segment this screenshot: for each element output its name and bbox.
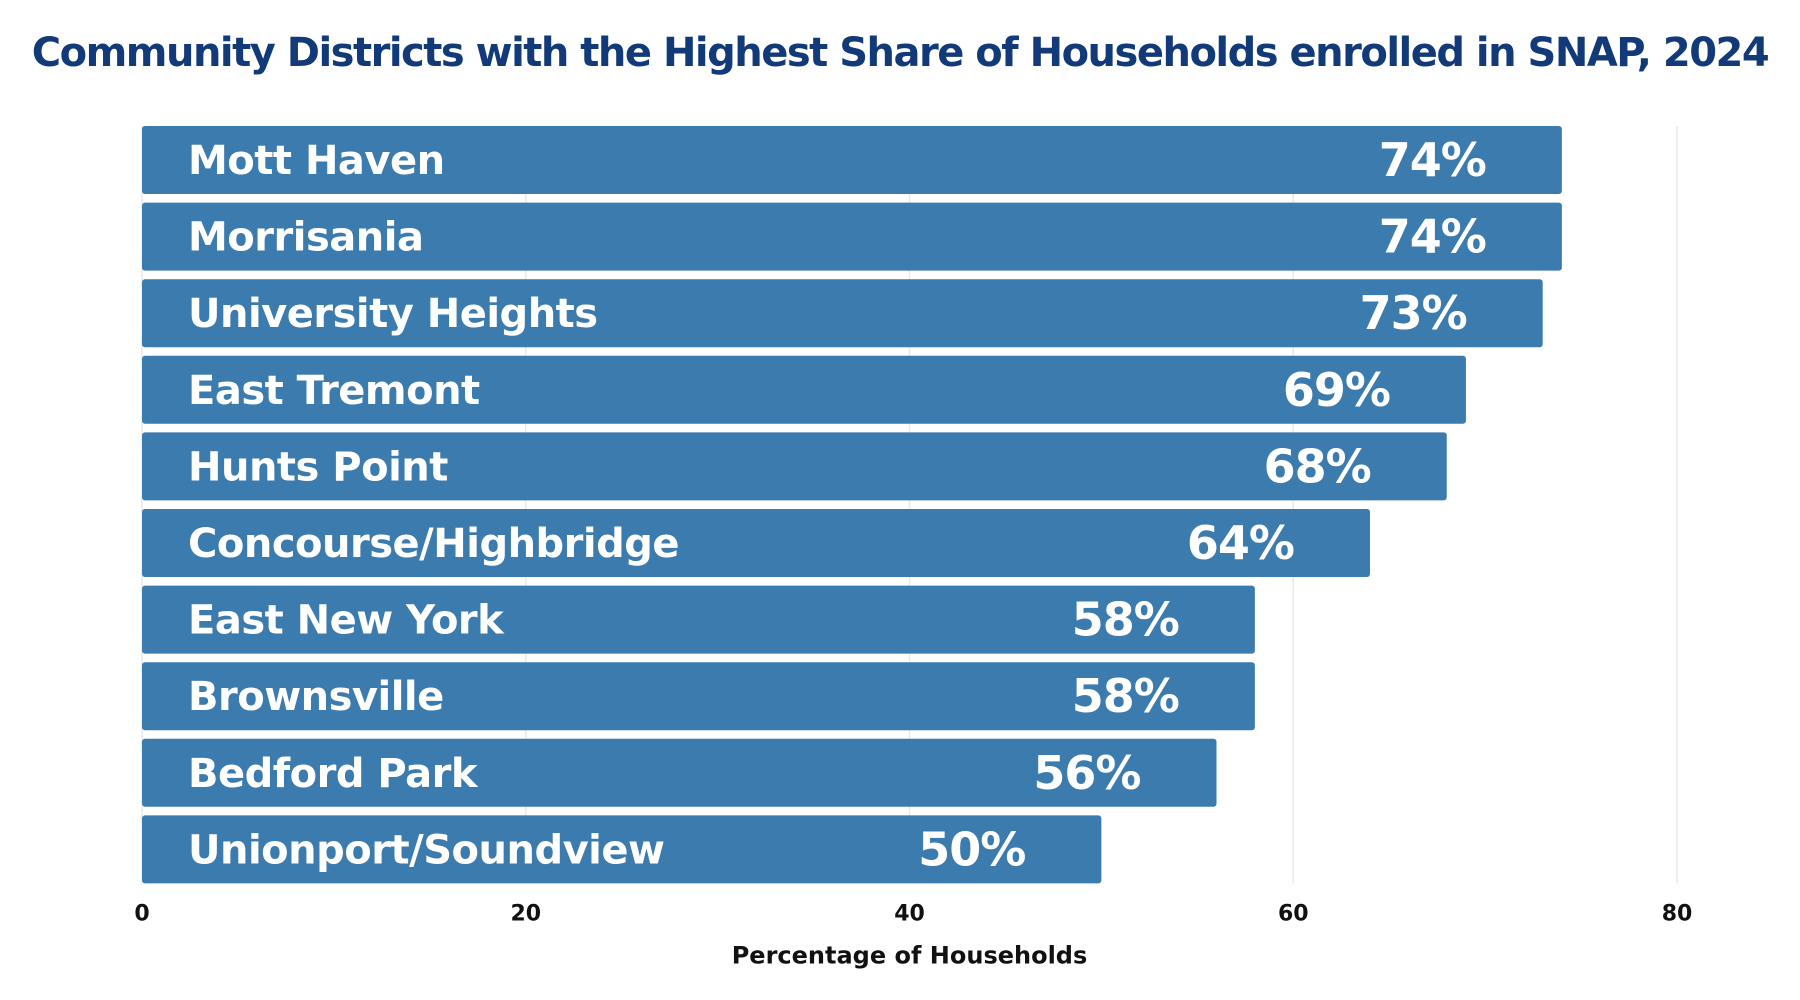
x-tick-label: 0 — [134, 901, 149, 926]
bar-category-label: Mott Haven — [188, 138, 445, 184]
x-tick-label: 80 — [1662, 901, 1693, 926]
bar-category-label: Unionport/Soundview — [188, 827, 664, 873]
bar-value-label: 68% — [1264, 439, 1371, 493]
bar-category-label: Concourse/Highbridge — [188, 521, 679, 567]
bar-value-label: 58% — [1072, 669, 1179, 723]
bar — [142, 202, 1562, 271]
bar-value-label: 64% — [1187, 516, 1294, 570]
x-tick-label: 40 — [894, 901, 925, 926]
bar — [142, 355, 1466, 424]
chart-title: Community Districts with the Highest Sha… — [31, 30, 1770, 76]
x-tick-label: 60 — [1278, 901, 1309, 926]
bar-category-label: University Heights — [188, 291, 598, 337]
bars: Mott Haven 74% Morrisania 74% University Hei… — [142, 126, 1562, 884]
bar — [142, 662, 1255, 731]
bar-category-label: Morrisania — [188, 215, 423, 261]
bar — [142, 432, 1447, 501]
x-tick-label: 20 — [510, 901, 541, 926]
bar-category-label: East New York — [188, 598, 505, 644]
bar-value-label: 50% — [918, 822, 1025, 876]
bar-value-label: 56% — [1033, 746, 1140, 800]
bar — [142, 509, 1370, 577]
bar-value-label: 58% — [1072, 593, 1179, 647]
x-axis-title: Percentage of Households — [732, 941, 1088, 969]
bar — [142, 279, 1543, 348]
bar — [142, 585, 1255, 654]
bar-category-label: Bedford Park — [188, 751, 479, 797]
bar-category-label: Hunts Point — [188, 444, 448, 490]
bar-value-label: 73% — [1360, 286, 1467, 340]
bar-category-label: Brownsville — [188, 674, 444, 720]
x-axis-ticks: 0 20 40 60 80 — [134, 901, 1692, 926]
bar — [142, 126, 1562, 194]
bar — [142, 815, 1102, 884]
bar-value-label: 69% — [1283, 363, 1390, 417]
bar-category-label: East Tremont — [188, 368, 480, 414]
bar-value-label: 74% — [1379, 133, 1486, 187]
bar — [142, 738, 1217, 807]
bar-value-label: 74% — [1379, 210, 1486, 264]
